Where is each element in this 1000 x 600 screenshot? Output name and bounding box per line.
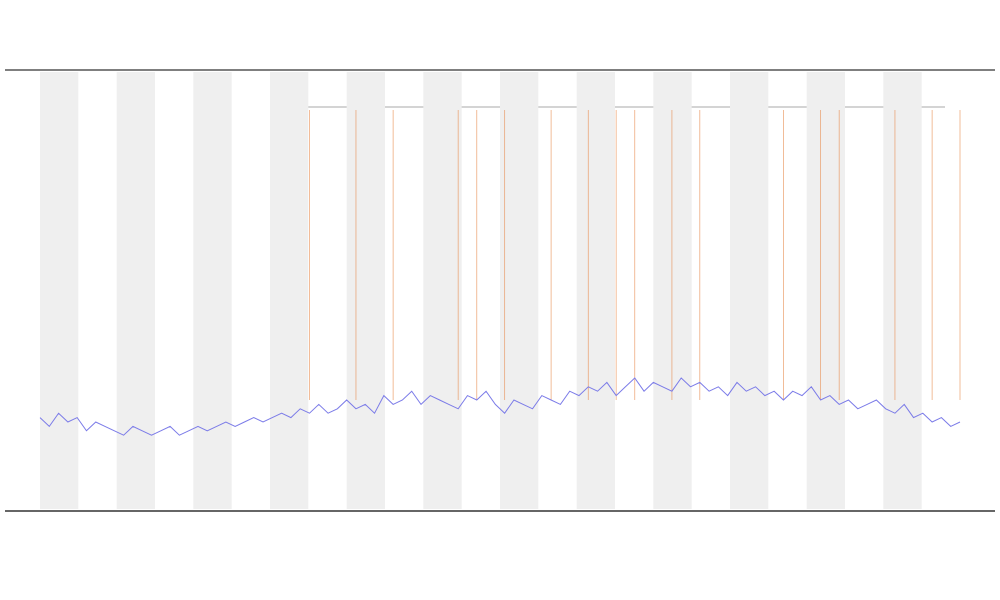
band xyxy=(653,72,692,509)
band xyxy=(576,72,615,509)
band xyxy=(270,72,309,509)
band xyxy=(806,72,845,509)
band xyxy=(40,72,79,509)
series-line xyxy=(39,377,961,436)
band xyxy=(500,72,539,509)
background-bands xyxy=(40,72,922,509)
band xyxy=(346,72,385,509)
band xyxy=(193,72,232,509)
band xyxy=(883,72,922,509)
band xyxy=(730,72,769,509)
band xyxy=(423,72,462,509)
band xyxy=(116,72,155,509)
